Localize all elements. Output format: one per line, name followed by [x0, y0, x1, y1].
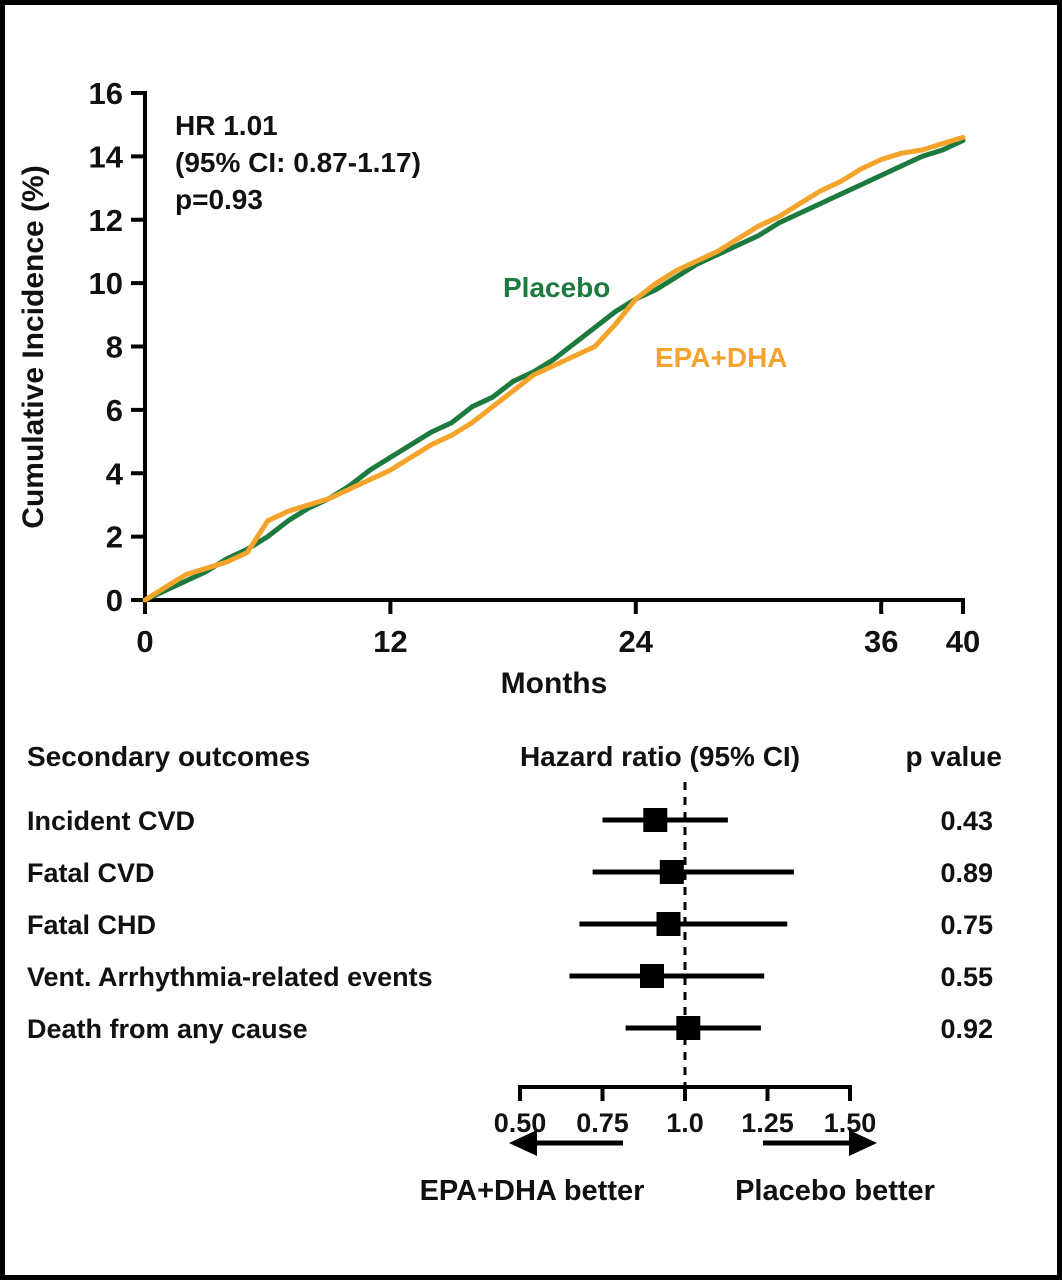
y-tick-label: 8	[106, 330, 123, 365]
y-tick-label: 2	[106, 520, 123, 555]
cumulative-incidence-chart: Cumulative Incidence (%) Months HR 1.01 …	[17, 76, 981, 700]
placebo-series-label: Placebo	[503, 272, 610, 303]
hr-point	[659, 860, 684, 884]
forest-axis: 0.50 0.75 1.0 1.25 1.50	[494, 782, 876, 1138]
epa-dha-line	[142, 134, 966, 603]
right-arrow	[763, 1130, 877, 1156]
outcomes-header: Secondary outcomes	[27, 741, 310, 772]
y-tick-label: 6	[106, 393, 123, 428]
left-arrow	[509, 1130, 623, 1156]
y-tick-label: 16	[89, 76, 123, 111]
hr-annotation-line2: (95% CI: 0.87-1.17)	[175, 147, 421, 178]
p-value-header: p value	[906, 741, 1002, 772]
hr-annotation-line3: p=0.93	[175, 184, 263, 215]
placebo-line	[142, 138, 966, 603]
y-tick-label: 14	[89, 139, 124, 174]
y-tick-label: 0	[106, 583, 123, 618]
forest-tick-label: 0.50	[494, 1108, 547, 1138]
y-tick-label: 4	[106, 456, 124, 491]
p-value: 0.89	[940, 858, 993, 888]
outcome-label: Vent. Arrhythmia-related events	[27, 962, 433, 992]
hr-point	[640, 964, 664, 988]
epa-dha-series-label: EPA+DHA	[655, 342, 788, 373]
hr-point	[656, 912, 681, 936]
outcome-label: Fatal CHD	[27, 910, 156, 940]
outcome-label: Death from any cause	[27, 1014, 308, 1044]
hazard-ratio-header: Hazard ratio (95% CI)	[520, 741, 800, 772]
forest-tick-label: 1.25	[741, 1108, 794, 1138]
right-direction-label: Placebo better	[735, 1175, 935, 1207]
outcome-label: Incident CVD	[27, 806, 195, 836]
p-value: 0.43	[940, 806, 993, 836]
hr-annotation-line1: HR 1.01	[175, 110, 278, 141]
y-tick-label: 10	[89, 266, 123, 301]
p-value: 0.55	[940, 962, 993, 992]
x-tick-label: 0	[136, 624, 153, 659]
p-value: 0.92	[940, 1014, 993, 1044]
x-tick-label: 12	[373, 624, 407, 659]
y-axis-title: Cumulative Incidence (%)	[17, 165, 50, 528]
forest-plot: Secondary outcomes Hazard ratio (95% CI)…	[27, 741, 1002, 1207]
p-value: 0.75	[940, 910, 993, 940]
forest-tick-label: 1.0	[666, 1108, 704, 1138]
outcome-label: Fatal CVD	[27, 858, 155, 888]
x-tick-label: 24	[619, 624, 654, 659]
x-tick-label: 40	[946, 624, 980, 659]
left-direction-label: EPA+DHA better	[420, 1175, 645, 1207]
hr-point	[643, 808, 668, 832]
y-tick-label: 12	[89, 203, 123, 238]
x-axis-title: Months	[501, 667, 608, 700]
forest-tick-label: 0.75	[576, 1108, 629, 1138]
km-series-lines	[142, 134, 966, 603]
hr-point	[676, 1016, 701, 1040]
forest-rows: Incident CVD 0.43 Fatal CVD 0.89 Fatal CHD 0.…	[27, 806, 993, 1044]
x-tick-label: 36	[864, 624, 898, 659]
